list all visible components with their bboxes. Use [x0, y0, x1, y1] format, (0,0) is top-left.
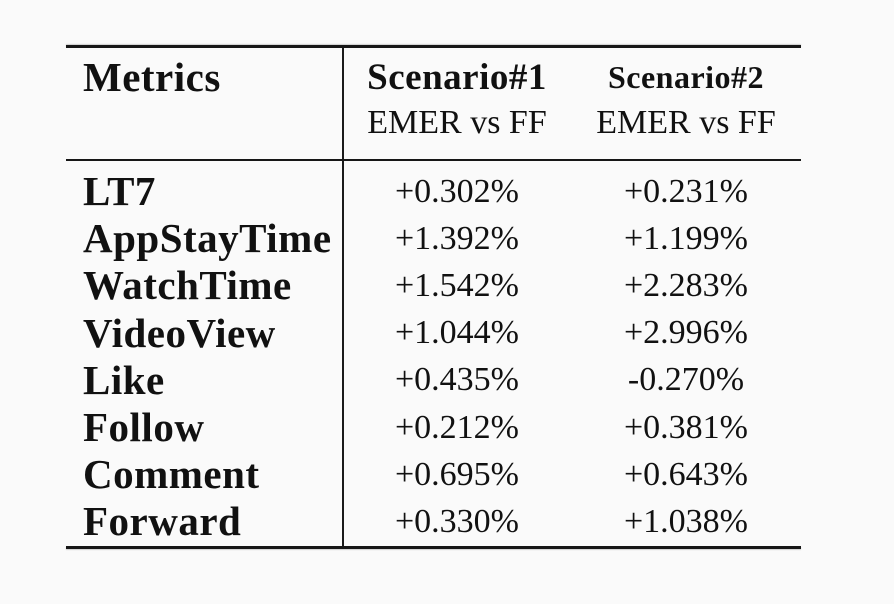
table-header-row: Metrics Scenario#1 EMER vs FF Scenario#2… [66, 48, 801, 159]
metric-name: Comment [83, 451, 260, 498]
scenario2-value: +0.231% [624, 172, 748, 210]
scenario1-value: +0.695% [395, 455, 519, 493]
table-row: Follow +0.212% +0.381% [66, 404, 801, 451]
results-table: Metrics Scenario#1 EMER vs FF Scenario#2… [66, 45, 801, 549]
scenario1-value: +0.435% [395, 361, 519, 399]
column-header-metrics: Metrics [83, 54, 221, 100]
metric-name: Like [83, 356, 165, 403]
scenario2-value: +1.199% [624, 219, 748, 257]
column-separator-line [342, 48, 344, 546]
table-row: VideoView +1.044% +2.996% [66, 310, 801, 357]
table-row: WatchTime +1.542% +2.283% [66, 262, 801, 309]
scenario2-value: -0.270% [627, 361, 745, 399]
scenario1-value: +1.392% [395, 219, 519, 257]
table-body: LT7 +0.302% +0.231% AppStayTime +1.392% +1.19… [66, 161, 801, 546]
table-row: Forward +0.330% +1.038% [66, 498, 801, 545]
table-header-rule [66, 159, 801, 161]
column-header-scenario1: Scenario#1 EMER vs FF [343, 48, 571, 159]
metric-name: Forward [83, 498, 242, 545]
table-row: AppStayTime +1.392% +1.199% [66, 215, 801, 262]
metric-name: VideoView [83, 309, 276, 356]
scenario2-value: +0.643% [624, 455, 748, 493]
scenario1-value: +1.044% [395, 314, 519, 352]
table-top-rule [66, 45, 801, 48]
metric-name: LT7 [83, 168, 156, 215]
metric-name: Follow [83, 404, 205, 451]
scenario2-subtitle: EMER vs FF [596, 104, 776, 141]
scenario2-value: +2.996% [624, 314, 748, 352]
metric-name: AppStayTime [83, 215, 332, 262]
metric-name: WatchTime [83, 262, 292, 309]
scenario1-title: Scenario#1 [367, 57, 547, 98]
table-row: Comment +0.695% +0.643% [66, 451, 801, 498]
table-row: LT7 +0.302% +0.231% [66, 168, 801, 215]
scenario1-value: +1.542% [395, 266, 519, 304]
scenario1-value: +0.330% [395, 502, 519, 540]
scenario2-value: +1.038% [624, 502, 748, 540]
scenario2-value: +2.283% [624, 266, 748, 304]
scenario1-subtitle: EMER vs FF [367, 104, 547, 141]
scenario1-value: +0.302% [395, 172, 519, 210]
scenario2-title: Scenario#2 [607, 59, 765, 95]
table-bottom-rule [66, 545, 801, 549]
scenario1-value: +0.212% [395, 408, 519, 446]
scenario2-value: +0.381% [624, 408, 748, 446]
table-row: Like +0.435% -0.270% [66, 357, 801, 404]
column-header-scenario2: Scenario#2 EMER vs FF [571, 48, 801, 159]
